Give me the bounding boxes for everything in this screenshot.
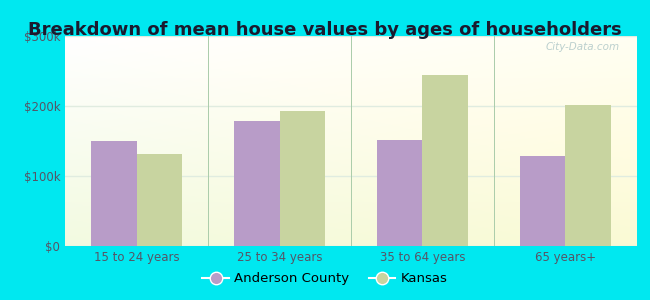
Bar	[422, 74, 468, 246]
Bar	[280, 111, 325, 246]
Bar	[566, 105, 611, 246]
Bar	[234, 122, 280, 246]
Bar	[519, 156, 566, 246]
Legend: Anderson County, Kansas: Anderson County, Kansas	[197, 267, 453, 290]
Bar	[377, 140, 423, 246]
Bar	[91, 141, 136, 246]
Text: City-Data.com: City-Data.com	[546, 42, 620, 52]
Bar	[136, 154, 183, 246]
Text: Breakdown of mean house values by ages of householders: Breakdown of mean house values by ages o…	[28, 21, 622, 39]
